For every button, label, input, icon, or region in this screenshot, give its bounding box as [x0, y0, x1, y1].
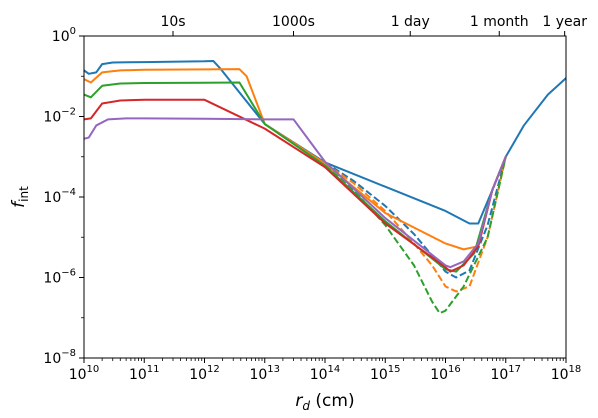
- series-line-2-dashed: [324, 156, 507, 279]
- x-tick-label: 1011: [129, 364, 160, 383]
- ticks-layer: 1010 1011 1012 1013 1014 1015 1016 1017 1018 100 1…: [43, 14, 587, 383]
- top-axis-tick-label: 1 year: [542, 14, 587, 30]
- x-tick-label: 1017: [490, 364, 521, 383]
- y-tick-label: 10−6: [43, 268, 76, 287]
- top-axis-tick-label: 1 day: [391, 14, 430, 30]
- x-tick-label: 1012: [189, 364, 220, 383]
- series-layer: [84, 59, 566, 315]
- y-tick-label: 100: [52, 26, 76, 45]
- top-axis-tick-label: 1 month: [470, 14, 529, 30]
- top-axis-tick-label: 1000s: [272, 14, 315, 30]
- y-tick-label: 10−2: [43, 107, 76, 126]
- y-axis-title: fint: [9, 186, 31, 208]
- x-tick-label: 1016: [430, 364, 461, 383]
- x-tick-label: 1013: [249, 364, 280, 383]
- series-line-3: [84, 68, 507, 251]
- plot-area-frame: [83, 35, 567, 359]
- series-line-4-dashed: [324, 156, 507, 293]
- x-tick-label: 1010: [69, 364, 100, 383]
- x-tick-label: 1015: [370, 364, 401, 383]
- x-tick-label: 1018: [551, 364, 582, 383]
- series-line-8: [84, 117, 507, 269]
- top-axis-tick-label: 10s: [160, 14, 185, 30]
- series-line-5: [84, 81, 507, 273]
- y-tick-label: 10−4: [43, 187, 76, 206]
- y-tick-label: 10−8: [43, 348, 76, 367]
- x-tick-label: 1014: [310, 364, 341, 383]
- series-line-7: [84, 98, 507, 273]
- x-axis-title: rd (cm): [295, 391, 354, 413]
